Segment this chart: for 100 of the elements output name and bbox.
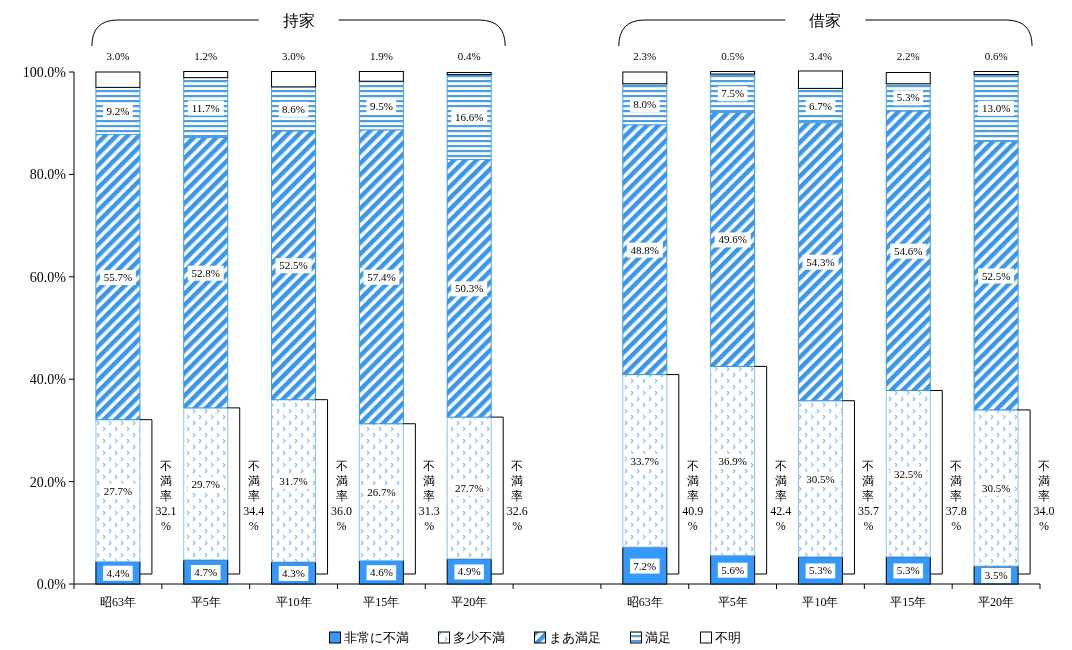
data-label: 54.3%: [806, 255, 835, 268]
data-label: 0.5%: [721, 50, 745, 62]
x-tick-label: 平15年: [890, 595, 927, 609]
bar: [183, 137, 229, 409]
data-label: 3.0%: [106, 50, 130, 62]
data-label: 8.6%: [282, 102, 306, 115]
annotation: 不満率32.6%: [506, 459, 528, 533]
y-tick-label: 100.0%: [22, 65, 67, 80]
text: 持家: [282, 12, 315, 29]
bar: [446, 159, 492, 418]
bar: [271, 70, 317, 88]
data-label: 36.9%: [718, 454, 747, 467]
data-label: 3.5%: [984, 569, 1008, 582]
bar: [622, 71, 668, 85]
data-label: 11.7%: [191, 101, 220, 114]
data-label: 9.5%: [369, 99, 393, 112]
data-label: 32.5%: [894, 467, 923, 480]
data-label: 57.4%: [367, 270, 396, 283]
data-label: 1.9%: [369, 50, 393, 62]
y-tick-label: 60.0%: [29, 269, 67, 285]
annotation: 不満率37.8%: [945, 459, 967, 533]
data-label: 6.7%: [808, 99, 832, 112]
data-label: 30.5%: [981, 482, 1011, 494]
x-tick-label: 平5年: [717, 595, 748, 609]
data-label: 5.3%: [808, 564, 832, 577]
data-label: 33.7%: [630, 454, 660, 467]
bar: [358, 129, 404, 425]
bar: [710, 70, 756, 75]
x-tick-label: 昭63年: [626, 595, 663, 609]
bar: [797, 122, 843, 402]
data-label: 5.3%: [896, 564, 920, 577]
x-tick-label: 平10年: [802, 595, 839, 609]
data-label: 26.7%: [367, 486, 396, 499]
data-label: 50.3%: [454, 282, 484, 295]
bar: [271, 130, 317, 401]
data-label: 31.7%: [279, 474, 308, 487]
annotation: 不満率34.0%: [1033, 459, 1055, 533]
data-label: 5.6%: [721, 563, 745, 576]
y-tick-label: 80.0%: [29, 167, 67, 183]
bar: [885, 389, 931, 558]
bar: [797, 70, 843, 89]
bar: [973, 140, 1019, 411]
y-tick-label: 20.0%: [29, 474, 67, 490]
data-label: 5.3%: [896, 91, 920, 104]
bar: [358, 423, 404, 561]
data-label: 27.7%: [454, 482, 484, 494]
data-label: 13.0%: [981, 101, 1011, 114]
y-tick-label: 0.0%: [36, 577, 67, 592]
bar: [797, 400, 843, 558]
legend-label: 多少不満: [452, 630, 505, 645]
bar: [885, 72, 931, 85]
data-label: 4.4%: [106, 566, 130, 579]
bar: [973, 409, 1019, 567]
data-label: 4.7%: [194, 565, 218, 578]
legend-label: 満足: [644, 630, 671, 645]
bar: [358, 70, 404, 82]
data-label: 30.5%: [806, 472, 835, 485]
x-tick-label: 平20年: [978, 595, 1015, 609]
data-label: 2.2%: [896, 50, 920, 62]
bar: [271, 399, 317, 563]
data-label: 0.4%: [457, 50, 481, 62]
bar: [446, 416, 492, 560]
annotation: 不満率42.4%: [770, 459, 792, 533]
data-label: 52.5%: [981, 269, 1011, 282]
legend-label: 不明: [714, 630, 741, 645]
data-label: 29.7%: [191, 477, 220, 490]
data-label: 16.6%: [454, 111, 484, 124]
data-label: 7.2%: [633, 559, 657, 572]
bar: [622, 124, 668, 376]
bar: [95, 419, 141, 562]
x-tick-label: 平10年: [275, 595, 312, 609]
data-label: 1.2%: [194, 50, 218, 62]
data-label: 4.9%: [457, 565, 481, 578]
bar: [95, 71, 141, 88]
bar: [183, 407, 229, 561]
data-label: 4.3%: [282, 566, 306, 579]
data-label: 48.8%: [630, 243, 660, 256]
x-tick-label: 昭63年: [99, 595, 136, 609]
bar: [973, 70, 1019, 76]
data-label: 9.2%: [106, 104, 130, 117]
data-label: 8.0%: [633, 98, 657, 111]
legend-label: 非常に不満: [343, 630, 409, 645]
bar: [183, 70, 229, 79]
x-tick-label: 平20年: [451, 595, 488, 609]
data-label: 55.7%: [103, 271, 133, 284]
bar: [95, 133, 141, 421]
data-label: 52.8%: [191, 266, 220, 279]
annotation: 不満率40.9%: [682, 459, 704, 533]
legend-label: まあ満足: [548, 630, 601, 645]
bar: [710, 111, 756, 367]
x-tick-label: 平5年: [190, 595, 221, 609]
data-label: 54.6%: [894, 244, 923, 257]
data-label: 2.3%: [633, 50, 657, 62]
y-tick-label: 40.0%: [29, 372, 67, 388]
data-label: 3.4%: [808, 50, 832, 62]
annotation: 不満率32.1%: [155, 459, 177, 533]
x-tick-label: 平15年: [363, 595, 400, 609]
bar: [710, 365, 756, 556]
annotation: 不満率36.0%: [331, 459, 353, 533]
bar: [622, 374, 668, 548]
